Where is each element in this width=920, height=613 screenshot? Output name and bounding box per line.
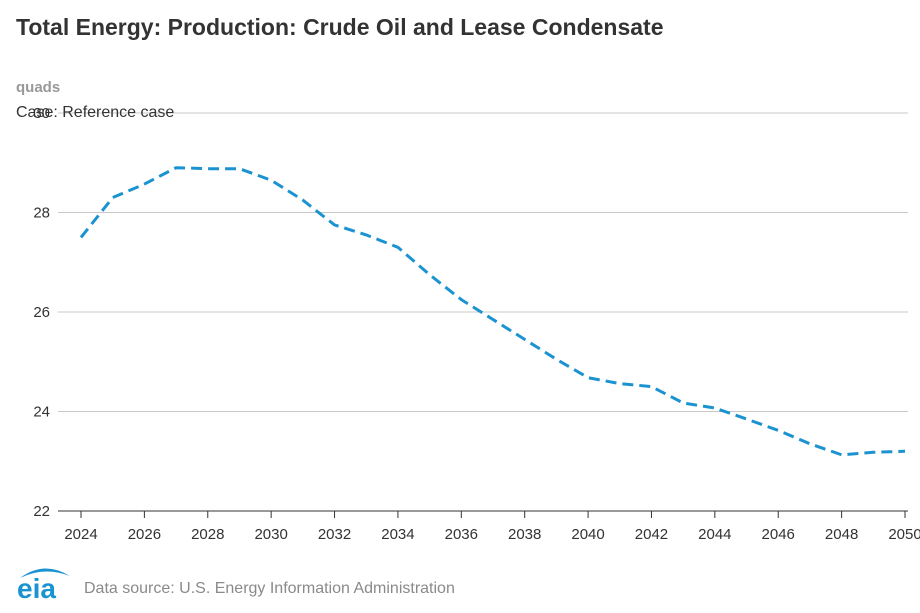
- series-lines: [79, 166, 906, 457]
- x-tick-label: 2048: [825, 526, 858, 543]
- x-tick-label: 2026: [128, 526, 161, 543]
- x-tick-label: 2040: [571, 526, 604, 543]
- y-tick-label: 26: [33, 304, 50, 321]
- x-tick-label: 2030: [254, 526, 287, 543]
- x-tick-label: 2044: [698, 526, 731, 543]
- x-tick-label: 2038: [508, 526, 541, 543]
- x-tick-label: 2024: [64, 526, 97, 543]
- y-axis-units: quads: [16, 79, 61, 96]
- x-tick-label: 2028: [191, 526, 224, 543]
- y-tick-label: 30: [33, 105, 50, 122]
- case-label: Case: Reference case: [16, 104, 175, 121]
- y-tick-label: 22: [33, 503, 50, 520]
- x-tick-labels: 2024 2026 2028 2030 2032 2034 2036 2038 2040 2042…: [64, 511, 920, 543]
- chart-title: Total Energy: Production: Crude Oil and …: [16, 14, 664, 40]
- y-tick-label: 28: [33, 205, 50, 222]
- y-tick-labels: 22 24 26 28 30: [33, 105, 50, 520]
- x-tick-label: 2050: [888, 526, 920, 543]
- eia-logo: eia: [17, 568, 70, 602]
- x-tick-label: 2036: [445, 526, 478, 543]
- eia-logo-text: eia: [17, 573, 56, 602]
- series-line: [79, 166, 906, 457]
- data-source-footer: Data source: U.S. Energy Information Adm…: [84, 580, 455, 597]
- x-tick-label: 2034: [381, 526, 414, 543]
- x-tick-label: 2032: [318, 526, 351, 543]
- y-tick-label: 24: [33, 404, 50, 421]
- gridlines: [58, 112, 908, 512]
- x-tick-label: 2046: [762, 526, 795, 543]
- x-tick-label: 2042: [635, 526, 668, 543]
